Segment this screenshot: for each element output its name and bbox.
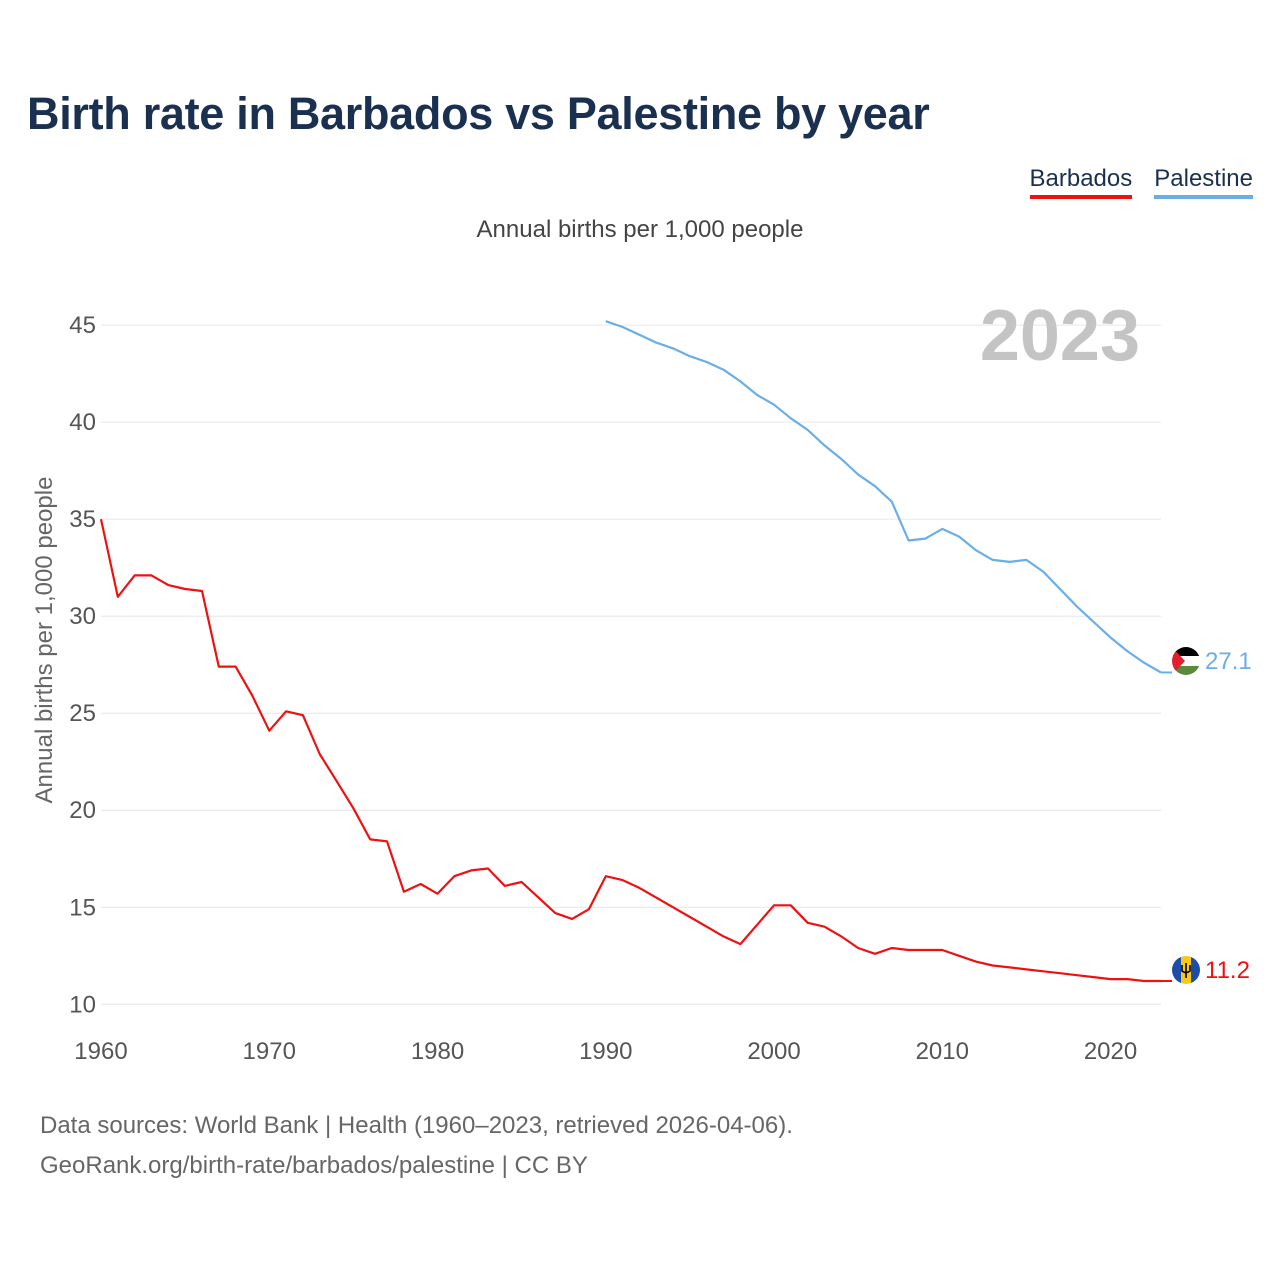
year-watermark: 2023	[980, 296, 1140, 376]
legend-item-palestine[interactable]: Palestine	[1154, 165, 1253, 199]
x-tick-label: 2020	[1084, 1038, 1137, 1065]
legend-item-barbados[interactable]: Barbados	[1029, 165, 1133, 199]
footer-link[interactable]: GeoRank.org/birth-rate/barbados/palestin…	[40, 1152, 588, 1179]
x-tick-label: 1970	[243, 1038, 296, 1065]
x-tick-label: 1980	[411, 1038, 464, 1065]
series-line-barbados[interactable]	[99, 518, 1161, 983]
x-tick-label: 2000	[747, 1038, 800, 1065]
series-line-palestine[interactable]	[605, 320, 1162, 674]
legend: Barbados Palestine	[1029, 165, 1253, 199]
y-tick-label: 40	[69, 409, 96, 436]
footer-source: Data sources: World Bank | Health (1960–…	[40, 1112, 793, 1139]
y-tick-label: 25	[69, 700, 96, 727]
footer: Data sources: World Bank | Health (1960–…	[40, 1106, 793, 1186]
y-tick-label: 35	[69, 506, 96, 533]
line-chart: 2023 Annual births per 1,000 people 10 15…	[31, 296, 1252, 1065]
y-tick-label: 20	[69, 797, 96, 824]
y-tick-label: 15	[69, 894, 96, 921]
x-tick-label: 1960	[74, 1038, 127, 1065]
barbados-end-label: 11.2	[1205, 957, 1250, 984]
palestine-flag-icon	[1172, 647, 1200, 675]
barbados-flag-icon	[1172, 956, 1200, 984]
y-tick-label: 45	[69, 312, 96, 339]
chart-subtitle: Annual births per 1,000 people	[476, 216, 804, 243]
y-tick-label: 30	[69, 603, 96, 630]
palestine-end-label: 27.1	[1205, 648, 1252, 675]
y-tick-label: 10	[69, 991, 96, 1018]
y-axis-label: Annual births per 1,000 people	[31, 477, 58, 804]
x-tick-label: 1990	[579, 1038, 632, 1065]
x-tick-label: 2010	[916, 1038, 969, 1065]
chart-title: Birth rate in Barbados vs Palestine by y…	[27, 88, 930, 139]
